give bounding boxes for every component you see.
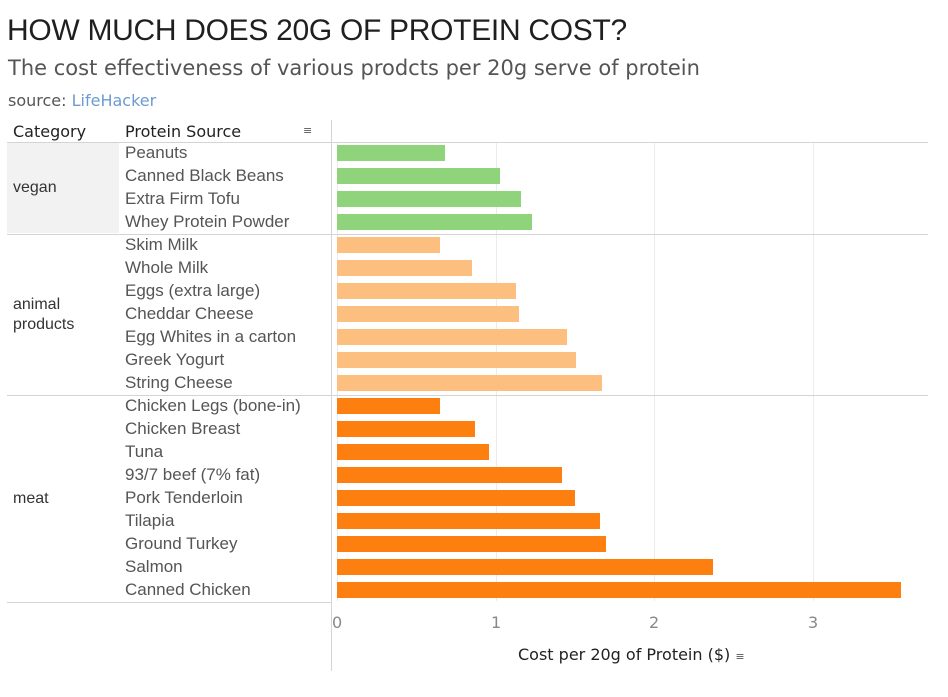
bar[interactable]	[337, 444, 489, 460]
row-label: Ground Turkey	[125, 534, 238, 553]
category-label: animal products	[13, 295, 74, 335]
bar[interactable]	[337, 214, 532, 230]
bar[interactable]	[337, 375, 602, 391]
category-column-header[interactable]: Category	[13, 122, 87, 141]
gridline-3	[813, 142, 814, 601]
row-label: 93/7 beef (7% fat)	[125, 465, 261, 484]
source-label: source:	[8, 91, 67, 110]
group-divider-line	[7, 395, 928, 396]
source-link[interactable]: LifeHacker	[71, 91, 157, 110]
table-bottom-line	[7, 602, 331, 603]
category-label-text: vegan	[13, 179, 57, 196]
bar[interactable]	[337, 536, 606, 552]
bar[interactable]	[337, 145, 445, 161]
row-label: Salmon	[125, 557, 183, 576]
category-label-text: animal	[13, 296, 61, 313]
row-label: String Cheese	[125, 373, 233, 392]
x-axis-label-text: Cost per 20g of Protein ($)	[518, 645, 731, 664]
row-label: Pork Tenderloin	[125, 488, 243, 507]
vegan-category-highlight	[7, 142, 119, 233]
row-label: Tilapia	[125, 511, 175, 530]
chart-title: HOW MUCH DOES 20G OF PROTEIN COST?	[7, 14, 627, 47]
row-label: Skim Milk	[125, 235, 198, 254]
bar[interactable]	[337, 490, 575, 506]
bar[interactable]	[337, 283, 516, 299]
category-label: meat	[13, 489, 49, 509]
group-divider-line	[7, 234, 928, 235]
bar[interactable]	[337, 398, 440, 414]
sort-descending-icon[interactable]: ≡	[303, 124, 313, 137]
bar[interactable]	[337, 421, 475, 437]
bar[interactable]	[337, 260, 472, 276]
row-label: Eggs (extra large)	[125, 281, 261, 300]
row-label: Canned Chicken	[125, 580, 251, 599]
row-label: Egg Whites in a carton	[125, 327, 297, 346]
x-tick-label: 2	[649, 613, 660, 632]
source-line: source: LifeHacker	[8, 91, 156, 110]
bar[interactable]	[337, 352, 576, 368]
x-axis-label: Cost per 20g of Protein ($) ≡	[518, 645, 745, 664]
row-label: Chicken Breast	[125, 419, 241, 438]
gridline-1	[496, 142, 497, 601]
row-label: Greek Yogurt	[125, 350, 225, 369]
bar[interactable]	[337, 559, 713, 575]
x-tick-label: 3	[808, 613, 819, 632]
header-divider-line	[7, 142, 928, 143]
row-label: Chicken Legs (bone-in)	[125, 396, 301, 415]
row-label: Whey Protein Powder	[125, 212, 290, 231]
bar[interactable]	[337, 513, 600, 529]
bar[interactable]	[337, 306, 519, 322]
bar[interactable]	[337, 467, 562, 483]
row-label: Extra Firm Tofu	[125, 189, 240, 208]
bar[interactable]	[337, 237, 440, 253]
bar[interactable]	[337, 582, 901, 598]
row-label: Cheddar Cheese	[125, 304, 254, 323]
protein-source-column-header[interactable]: Protein Source	[125, 122, 242, 141]
row-label: Tuna	[125, 442, 164, 461]
category-label: vegan	[13, 178, 57, 198]
bar[interactable]	[337, 329, 567, 345]
row-label: Peanuts	[125, 143, 188, 162]
x-tick-label: 0	[332, 613, 343, 632]
category-label-text: meat	[13, 490, 49, 507]
bar[interactable]	[337, 191, 521, 207]
category-label-text: products	[13, 316, 75, 333]
row-label: Canned Black Beans	[125, 166, 284, 185]
sort-axis-icon[interactable]: ≡	[735, 650, 745, 663]
row-label: Whole Milk	[125, 258, 209, 277]
gridline-0	[337, 142, 338, 601]
bar[interactable]	[337, 168, 500, 184]
chart-subtitle: The cost effectiveness of various prodct…	[8, 56, 700, 80]
gridline-2	[654, 142, 655, 601]
x-tick-label: 1	[491, 613, 502, 632]
